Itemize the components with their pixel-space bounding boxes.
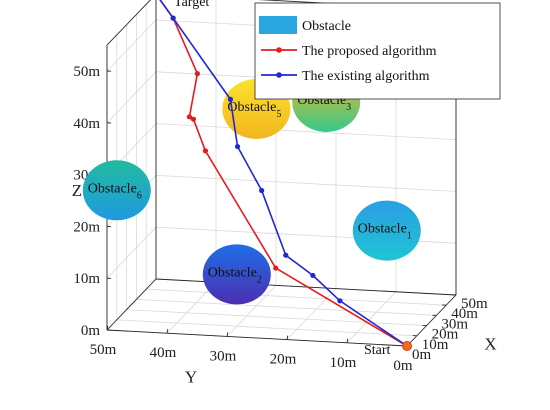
obstacle-label: Obstacle5 xyxy=(227,100,281,120)
x-tick-label: 10m xyxy=(422,337,449,353)
grid-line xyxy=(166,281,217,334)
grid-line xyxy=(106,226,157,279)
y-tick xyxy=(286,335,289,340)
grid-line xyxy=(146,288,447,306)
legend: Obstacle The proposed algorithm The existi… xyxy=(254,2,501,100)
start-marker xyxy=(402,341,412,351)
y-tick xyxy=(346,338,349,343)
z-tick-label: 20m xyxy=(73,219,100,235)
legend-label: The existing algorithm xyxy=(302,69,430,84)
series-point xyxy=(194,71,200,77)
legend-marker xyxy=(276,72,282,78)
z-tick-label: 50m xyxy=(73,64,100,80)
x-tick-label: 0m xyxy=(412,347,432,363)
y-tick-label: 30m xyxy=(210,348,237,364)
x-tick-label: 30m xyxy=(441,316,468,332)
x-tick-label: 40m xyxy=(451,306,478,322)
z-tick-label: 0m xyxy=(81,323,101,339)
y-axis-label: Y xyxy=(185,367,197,386)
grid-line xyxy=(136,299,437,316)
x-tick-label: 50m xyxy=(461,296,488,312)
y-tick-label: 40m xyxy=(150,345,177,361)
y-tick-label: 0m xyxy=(393,358,413,374)
axis-edge xyxy=(155,278,457,296)
grid-line xyxy=(155,175,457,192)
y-tick-label: 20m xyxy=(270,352,297,368)
obstacle-label: Obstacle2 xyxy=(208,265,262,285)
series-point xyxy=(273,265,279,271)
endpoint-markers: Start Target xyxy=(174,0,412,358)
x-axis-label: X xyxy=(484,335,496,354)
y-tick-label: 10m xyxy=(330,355,357,371)
series-point xyxy=(227,96,234,102)
y-tick xyxy=(166,329,169,334)
series-point xyxy=(190,116,197,122)
legend-label: The proposed algorithm xyxy=(302,44,437,59)
obstacle-label: Obstacle6 xyxy=(88,181,142,201)
y-tick xyxy=(106,325,109,331)
series-point xyxy=(170,15,176,21)
series-point xyxy=(234,143,241,150)
series-point xyxy=(259,187,265,194)
z-axis-label: Z xyxy=(72,181,82,200)
x-tick-label: 20m xyxy=(432,327,459,343)
grid-line xyxy=(155,123,457,140)
axis-edge xyxy=(106,0,151,46)
axis-edge xyxy=(406,294,457,347)
z-tick-label: 40m xyxy=(73,116,100,132)
axis-edge xyxy=(106,329,408,347)
y-tick xyxy=(226,332,229,337)
grid-line xyxy=(106,71,157,124)
series-point xyxy=(283,252,289,258)
grid-line xyxy=(126,309,427,326)
obstacle-label: Obstacle1 xyxy=(358,222,412,242)
z-tick-label: 10m xyxy=(73,271,100,287)
axis-edge xyxy=(106,278,157,331)
legend-swatch xyxy=(259,16,297,34)
series-point xyxy=(186,114,193,120)
legend-label: Obstacle xyxy=(302,19,351,34)
grid-line xyxy=(226,285,277,337)
obstacle-sphere xyxy=(202,244,271,305)
y-tick-label: 50m xyxy=(90,342,117,358)
series-point xyxy=(337,298,343,304)
grid-line xyxy=(286,288,337,340)
target-label: Target xyxy=(174,0,209,10)
obstacle-sphere xyxy=(352,200,421,261)
series-point xyxy=(310,272,316,279)
grid-line xyxy=(116,319,417,337)
series-point xyxy=(202,148,209,154)
grid-line xyxy=(106,19,157,72)
start-label: Start xyxy=(364,343,391,358)
obstacle-sphere xyxy=(82,160,151,221)
legend-marker xyxy=(276,47,282,53)
grid-line xyxy=(346,291,397,344)
